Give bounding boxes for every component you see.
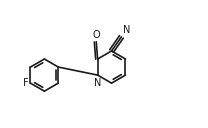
Text: F: F — [23, 78, 28, 88]
Text: O: O — [92, 30, 100, 40]
Text: N: N — [123, 25, 130, 35]
Text: N: N — [94, 78, 102, 88]
